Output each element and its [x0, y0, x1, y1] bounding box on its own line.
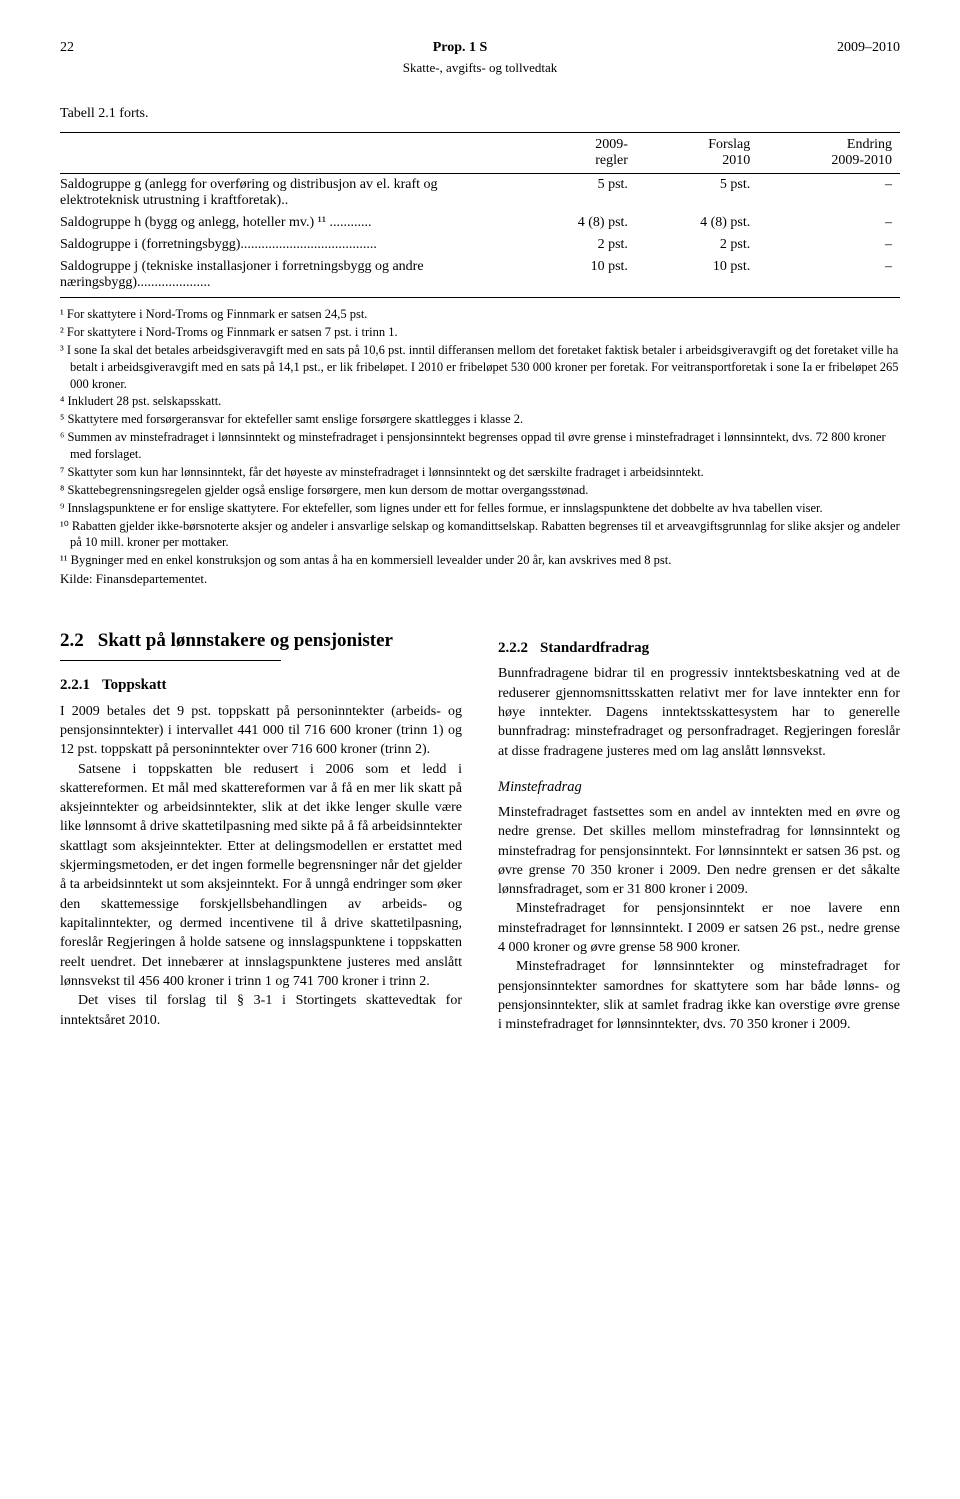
section-heading: 2.2 Skatt på lønnstakere og pensjonister — [60, 628, 462, 654]
two-column-layout: 2.2 Skatt på lønnstakere og pensjonister… — [60, 628, 900, 1035]
subsection-number: 2.2.2 — [498, 638, 528, 659]
col-header: Endring 2009-2010 — [758, 133, 900, 174]
table-caption: Tabell 2.1 forts. — [60, 106, 900, 122]
subsection-title: Toppskatt — [102, 675, 166, 696]
footnote: ¹⁰ Rabatten gjelder ikke-børsnoterte aks… — [60, 518, 900, 552]
table-row: Saldogruppe h (bygg og anlegg, hoteller … — [60, 212, 900, 234]
footnote: ⁹ Innslagspunktene er for enslige skatty… — [60, 500, 900, 517]
body-paragraph: Det vises til forslag til § 3-1 i Storti… — [60, 991, 462, 1030]
table-row: Saldogruppe j (tekniske installasjoner i… — [60, 256, 900, 298]
subsection-number: 2.2.1 — [60, 675, 90, 696]
table-cell: 5 pst. — [636, 174, 758, 213]
doc-subtitle: Skatte-, avgifts- og tollvedtak — [60, 60, 900, 76]
table-cell: – — [758, 174, 900, 213]
footnote: ¹¹ Bygninger med en enkel konstruksjon o… — [60, 552, 900, 569]
table-cell: Saldogruppe g (anlegg for overføring og … — [60, 174, 514, 213]
table-cell: Saldogruppe j (tekniske installasjoner i… — [60, 256, 514, 298]
body-paragraph: Satsene i toppskatten ble redusert i 200… — [60, 760, 462, 992]
footnote: ⁸ Skattebegrensningsregelen gjelder også… — [60, 482, 900, 499]
table-cell: – — [758, 234, 900, 256]
data-table: 2009- regler Forslag 2010 Endring 2009-2… — [60, 132, 900, 298]
table-row: Saldogruppe g (anlegg for overføring og … — [60, 174, 900, 213]
table-cell: 2 pst. — [636, 234, 758, 256]
footnotes-block: ¹ For skattytere i Nord-Troms og Finnmar… — [60, 306, 900, 588]
table-header-row: 2009- regler Forslag 2010 Endring 2009-2… — [60, 133, 900, 174]
table-cell: – — [758, 256, 900, 298]
document-page: 22 Prop. 1 S 2009–2010 Skatte-, avgifts-… — [0, 0, 960, 1085]
subsection-heading: 2.2.1 Toppskatt — [60, 675, 462, 696]
footnote: ⁴ Inkludert 28 pst. selskapsskatt. — [60, 393, 900, 410]
col-header: 2009- regler — [514, 133, 636, 174]
body-paragraph: Minstefradraget fastsettes som en andel … — [498, 803, 900, 900]
body-paragraph: Bunnfradragene bidrar til en progressiv … — [498, 664, 900, 761]
table-cell: 4 (8) pst. — [636, 212, 758, 234]
year-range: 2009–2010 — [780, 40, 900, 56]
doc-title: Prop. 1 S — [140, 40, 780, 56]
subsection-heading: 2.2.2 Standardfradrag — [498, 638, 900, 659]
page-number-left: 22 — [60, 40, 140, 56]
table-cell: 2 pst. — [514, 234, 636, 256]
col-header: Forslag 2010 — [636, 133, 758, 174]
col-header — [60, 133, 514, 174]
table-row: Saldogruppe i (forretningsbygg).........… — [60, 234, 900, 256]
table-cell: Saldogruppe h (bygg og anlegg, hoteller … — [60, 212, 514, 234]
table-cell: 10 pst. — [514, 256, 636, 298]
table-cell: 10 pst. — [636, 256, 758, 298]
body-paragraph: Minstefradraget for lønnsinntekter og mi… — [498, 957, 900, 1034]
footnote: ² For skattytere i Nord-Troms og Finnmar… — [60, 324, 900, 341]
section-number: 2.2 — [60, 628, 84, 654]
page-header: 22 Prop. 1 S 2009–2010 — [60, 40, 900, 56]
footnote: ⁵ Skattytere med forsørgeransvar for ekt… — [60, 411, 900, 428]
footnote: ³ I sone Ia skal det betales arbeidsgive… — [60, 342, 900, 393]
subsection-title: Standardfradrag — [540, 638, 649, 659]
right-column: 2.2.2 Standardfradrag Bunnfradragene bid… — [498, 628, 900, 1035]
source-line: Kilde: Finansdepartementet. — [60, 570, 900, 588]
table-cell: 5 pst. — [514, 174, 636, 213]
footnote: ¹ For skattytere i Nord-Troms og Finnmar… — [60, 306, 900, 323]
table-cell: 4 (8) pst. — [514, 212, 636, 234]
section-rule — [60, 660, 281, 661]
table-cell: Saldogruppe i (forretningsbygg).........… — [60, 234, 514, 256]
subsubsection-heading: Minstefradrag — [498, 777, 900, 797]
footnote: ⁶ Summen av minstefradraget i lønnsinnte… — [60, 429, 900, 463]
table-cell: – — [758, 212, 900, 234]
body-paragraph: I 2009 betales det 9 pst. toppskatt på p… — [60, 702, 462, 760]
footnote: ⁷ Skattyter som kun har lønnsinntekt, få… — [60, 464, 900, 481]
section-title: Skatt på lønnstakere og pensjonister — [98, 628, 393, 654]
body-paragraph: Minstefradraget for pensjonsinntekt er n… — [498, 899, 900, 957]
left-column: 2.2 Skatt på lønnstakere og pensjonister… — [60, 628, 462, 1035]
